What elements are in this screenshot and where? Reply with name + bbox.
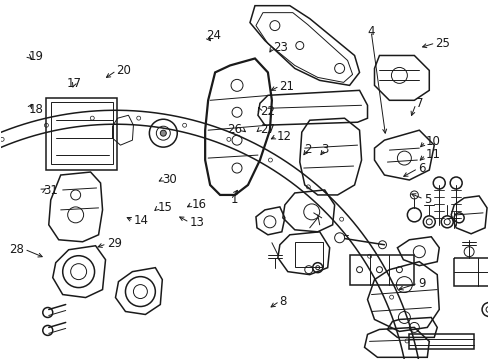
Bar	[349, 255, 413, 285]
Text: 5: 5	[423, 193, 430, 206]
Text: 3: 3	[321, 143, 328, 156]
Text: 14: 14	[133, 214, 148, 227]
Text: 19: 19	[29, 50, 43, 63]
Text: 28: 28	[9, 243, 24, 256]
Text: 25: 25	[434, 36, 449, 50]
Text: 27: 27	[260, 122, 275, 136]
Text: 20: 20	[116, 64, 131, 77]
Text: 17: 17	[66, 77, 81, 90]
Text: 8: 8	[279, 295, 286, 308]
Text: 26: 26	[226, 122, 242, 136]
Text: 21: 21	[279, 80, 294, 93]
Circle shape	[334, 233, 344, 243]
Circle shape	[160, 130, 166, 136]
Text: 24: 24	[206, 29, 221, 42]
Text: 13: 13	[189, 216, 204, 229]
Text: 1: 1	[230, 193, 238, 206]
Text: 10: 10	[425, 135, 440, 148]
Text: 2: 2	[304, 143, 311, 156]
Text: 4: 4	[366, 25, 374, 38]
Text: 23: 23	[272, 41, 287, 54]
Text: 11: 11	[425, 148, 440, 161]
Text: 7: 7	[415, 98, 423, 111]
Bar	[51, 102, 112, 164]
Text: 22: 22	[260, 105, 275, 118]
Text: 18: 18	[29, 103, 43, 116]
Bar	[408, 334, 473, 349]
Text: 9: 9	[417, 277, 425, 290]
Text: 31: 31	[43, 184, 58, 197]
Text: 12: 12	[276, 130, 291, 143]
Text: 30: 30	[163, 173, 177, 186]
Bar	[294, 242, 322, 267]
Bar	[46, 98, 117, 170]
Text: 15: 15	[158, 202, 172, 215]
Text: 16: 16	[191, 198, 206, 211]
Text: 29: 29	[106, 237, 122, 250]
Bar	[453, 258, 488, 285]
Text: 6: 6	[417, 162, 425, 175]
